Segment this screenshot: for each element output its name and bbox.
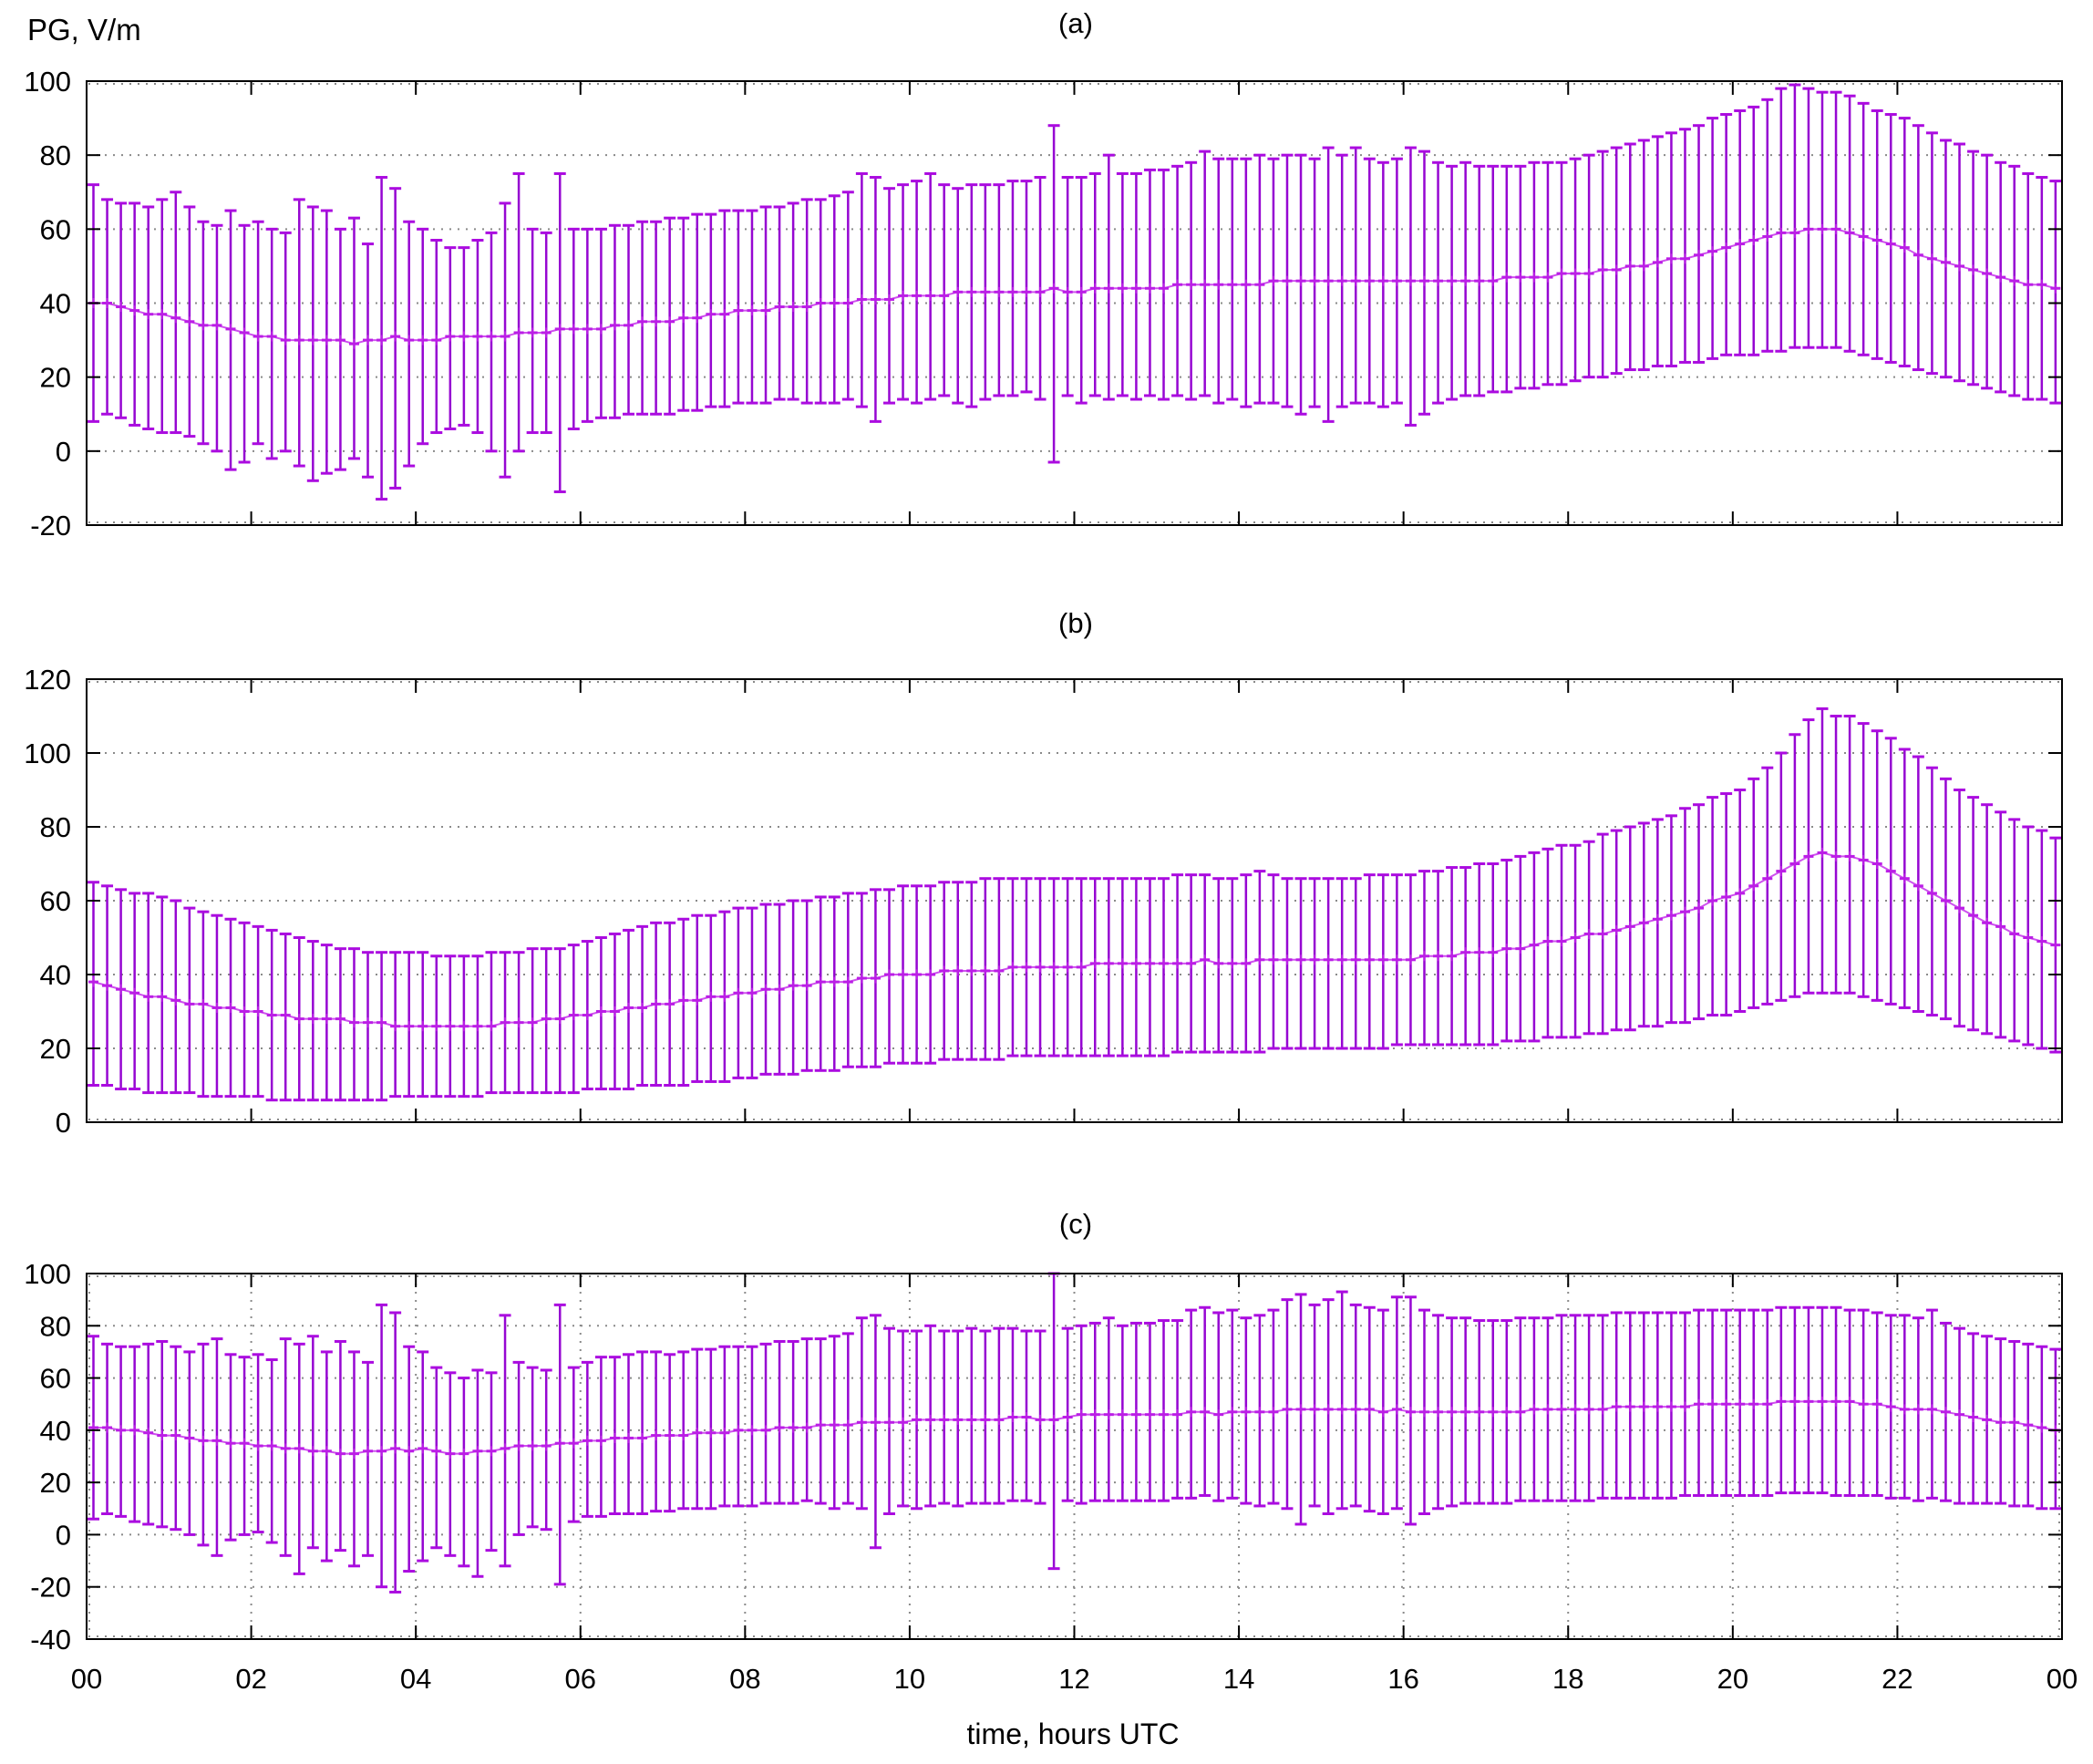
svg-text:80: 80: [40, 1310, 71, 1342]
svg-text:00: 00: [2047, 1663, 2078, 1695]
svg-text:00: 00: [71, 1663, 102, 1695]
panel-b-title: (b): [1058, 607, 1093, 639]
svg-text:12: 12: [1058, 1663, 1089, 1695]
x-axis-title: time, hours UTC: [966, 1718, 1180, 1750]
svg-text:100: 100: [24, 1258, 71, 1290]
svg-text:20: 20: [40, 1033, 71, 1065]
svg-text:40: 40: [40, 288, 71, 320]
panel-b-errorbars: [87, 707, 2062, 1102]
svg-text:20: 20: [1717, 1663, 1748, 1695]
svg-text:22: 22: [1882, 1663, 1913, 1695]
svg-text:60: 60: [40, 1363, 71, 1395]
svg-text:04: 04: [400, 1663, 431, 1695]
svg-text:60: 60: [40, 213, 71, 245]
svg-text:120: 120: [24, 664, 71, 696]
svg-text:-20: -20: [30, 1572, 71, 1604]
panel-a-axes: [86, 80, 2063, 526]
y-axis-unit-label: PG, V/m: [27, 13, 141, 46]
panel-b-gridlines: [88, 681, 2060, 1120]
svg-text:16: 16: [1387, 1663, 1418, 1695]
svg-text:40: 40: [40, 959, 71, 991]
panel-b-mean-line: [88, 847, 2061, 1032]
panel-c-axes: [86, 1273, 2063, 1640]
svg-text:80: 80: [40, 139, 71, 171]
panel-b-ytick-labels: 0 20 40 60 80 100 120: [24, 664, 71, 1139]
panel-a-title: (a): [1058, 7, 1093, 39]
svg-text:20: 20: [40, 1467, 71, 1499]
svg-text:14: 14: [1223, 1663, 1254, 1695]
svg-text:100: 100: [24, 738, 71, 769]
panel-a-ytick-labels: -20 0 20 40 60 80 100: [24, 66, 71, 542]
svg-text:0: 0: [56, 436, 71, 468]
panel-c: -40 -20 0 20 40 60 80 100 00 02 04 06 08 10 12 14 16 18 20…: [24, 1258, 2078, 1695]
svg-text:08: 08: [729, 1663, 760, 1695]
panel-c-gridlines: [88, 1275, 2060, 1637]
panel-c-mean-line: [88, 1396, 2061, 1460]
panel-b-axes: [86, 678, 2063, 1123]
panel-c-ytick-labels: -40 -20 0 20 40 60 80 100: [24, 1258, 71, 1656]
panel-a-gridlines: [88, 83, 2060, 523]
svg-text:0: 0: [56, 1107, 71, 1139]
panel-c-title: (c): [1058, 1208, 1093, 1240]
svg-text:18: 18: [1552, 1663, 1583, 1695]
svg-text:20: 20: [40, 362, 71, 394]
svg-text:06: 06: [565, 1663, 596, 1695]
svg-text:80: 80: [40, 811, 71, 843]
panel-a-mean-line: [88, 223, 2061, 349]
svg-text:60: 60: [40, 885, 71, 917]
panel-a: -20 0 20 40 60 80 100: [24, 66, 2063, 542]
svg-text:0: 0: [56, 1519, 71, 1551]
svg-text:-20: -20: [30, 510, 71, 542]
svg-text:100: 100: [24, 66, 71, 98]
panel-b: 0 20 40 60 80 100 120: [24, 664, 2063, 1139]
svg-text:02: 02: [235, 1663, 266, 1695]
svg-text:-40: -40: [30, 1624, 71, 1656]
x-tick-labels: 00 02 04 06 08 10 12 14 16 18 20 22 00: [71, 1663, 2078, 1695]
svg-text:40: 40: [40, 1415, 71, 1447]
svg-text:10: 10: [894, 1663, 925, 1695]
